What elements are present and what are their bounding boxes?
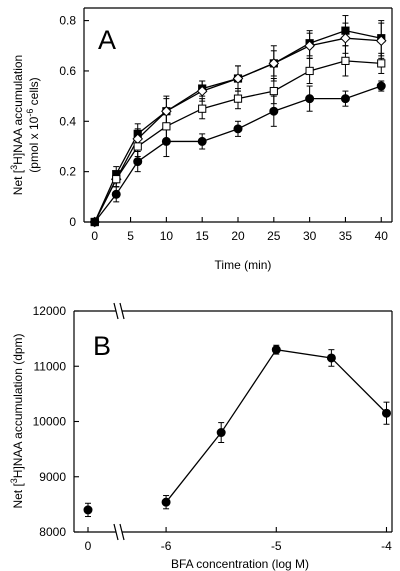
- panel-a-series: [89, 15, 387, 228]
- panel-b-data-point: [326, 353, 336, 363]
- panel-a-data-point: [269, 86, 278, 96]
- panel-a-y-tick-label: 0: [69, 215, 76, 229]
- panel-b-ticks: 0 -6 -5 -4 8000 9000 10000 11000 12000: [33, 304, 393, 553]
- panel-a-data-point: [111, 189, 121, 199]
- panel-b-x-tick-label: -4: [381, 539, 392, 553]
- panel-a-x-tick-label: 5: [127, 229, 134, 243]
- panel-a-data-point: [376, 81, 386, 91]
- panel-a-data-point: [233, 94, 243, 103]
- panel-b-x-tick-label: -6: [161, 539, 172, 553]
- panel-a-data-point: [197, 136, 207, 146]
- panel-a-x-axis-title: Time (min): [215, 258, 272, 272]
- panel-a-y-tick-label: 0.6: [59, 64, 76, 78]
- panel-b-series-line: [165, 348, 387, 503]
- panel-a-ticks: 0 5 10 15 20 25 30 35 40 0 0.2 0.4 0.6 0.8: [59, 14, 388, 243]
- panel-b-axis-break-mark-bottom-2: [119, 523, 125, 541]
- panel-a-data-point: [233, 124, 243, 134]
- panel-b-y-tick-label: 12000: [33, 304, 67, 318]
- panel-a-data-point: [161, 105, 172, 117]
- panel-a-x-tick-label: 20: [231, 229, 245, 243]
- panel-b-letter: B: [93, 331, 111, 361]
- panel-a-data-point: [340, 94, 350, 104]
- panel-a-data-point: [305, 66, 314, 76]
- panel-b-x-axis-title: BFA concentration (log M): [171, 557, 309, 571]
- panel-a-letter: A: [98, 25, 116, 55]
- panel-a-series-line-2: [94, 60, 382, 223]
- panel-a-data-point: [340, 32, 351, 44]
- panel-a-data-point: [375, 35, 387, 47]
- panel-b-y-tick-label: 9000: [39, 470, 66, 484]
- panel-a-x-tick-label: 30: [303, 229, 317, 243]
- panel-a-x-tick-label: 35: [339, 229, 353, 243]
- chart-panel-a: 0 5 10 15 20 25 30 35 40 0 0.2 0.4 0.6 0.8 A Time (mi…: [9, 7, 393, 272]
- panel-a-data-point: [377, 59, 386, 68]
- panel-b-axis-break-mark-top-2: [119, 302, 125, 320]
- panel-a-y-tick-label: 0.8: [59, 14, 76, 28]
- panel-a-x-tick-label: 40: [375, 229, 389, 243]
- panel-a-data-point: [341, 56, 350, 65]
- panel-a-data-point: [269, 106, 279, 116]
- panel-b-axis-break-mark-bottom-1: [113, 523, 119, 541]
- panel-a-data-point: [198, 104, 207, 113]
- panel-a-x-tick-label: 10: [160, 229, 174, 243]
- panel-a-x-tick-label: 0: [91, 229, 98, 243]
- panel-a-data-point: [232, 73, 244, 84]
- panel-b-x-tick-label: -5: [271, 539, 282, 553]
- panel-a-series-line-3: [94, 85, 382, 223]
- panel-a-x-tick-label: 15: [196, 229, 210, 243]
- panel-b-data-point: [271, 345, 281, 355]
- chart-panel-b: 0 -6 -5 -4 8000 9000 10000 11000 12000 B BFA con…: [9, 302, 393, 571]
- panel-a-data-point: [304, 40, 315, 52]
- panel-b-x-tick-label: 0: [85, 539, 92, 553]
- panel-a-data-point: [112, 175, 121, 184]
- panel-a-x-tick-label: 25: [267, 229, 281, 243]
- panel-b-y-tick-label: 10000: [33, 415, 67, 429]
- panel-a-series-line-1: [94, 37, 382, 223]
- panel-a-data-point: [133, 157, 143, 167]
- panel-a-data-point: [305, 94, 315, 104]
- panel-b-data-point: [381, 408, 391, 418]
- panel-b-y-axis-title: Net [3H]NAA accumulation (dpm): [9, 333, 25, 508]
- panel-a-data-point: [133, 142, 142, 151]
- panel-b-axis-break-mark-top-1: [113, 302, 119, 320]
- panel-b-y-tick-label: 8000: [39, 525, 66, 539]
- panel-b-data-point: [161, 497, 171, 507]
- panel-b-data-point: [216, 428, 226, 438]
- panel-b-control-data-point: [83, 505, 93, 515]
- panel-b-y-tick-label: 11000: [34, 359, 67, 373]
- panel-a-data-point: [161, 136, 171, 146]
- panel-b-series: [83, 344, 391, 518]
- panel-a-y-axis-title-line1: Net [3H]NAA accumulation: [9, 55, 25, 195]
- panel-a-y-tick-label: 0.4: [59, 114, 76, 128]
- panel-a-data-point: [268, 58, 280, 69]
- panel-a-y-tick-label: 0.2: [59, 165, 76, 179]
- panel-a-series-line-0: [94, 29, 382, 223]
- panel-a-y-axis-title-line2: (pmol x 10-6 cells): [25, 77, 41, 172]
- panel-a-data-point: [196, 85, 208, 97]
- panel-a-data-point: [90, 217, 100, 227]
- panel-a-data-point: [162, 122, 171, 131]
